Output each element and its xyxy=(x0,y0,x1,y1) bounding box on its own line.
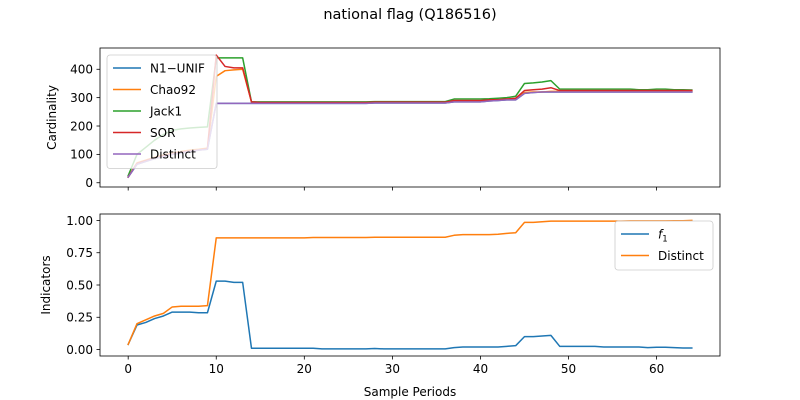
y-tick-label: 0.50 xyxy=(66,278,93,292)
x-tick-label: 10 xyxy=(209,362,224,376)
legend-label-jack1: Jack1 xyxy=(149,104,182,118)
legend-label-distinct: Distinct xyxy=(658,249,704,263)
x-tick-label: 0 xyxy=(124,362,132,376)
x-axis-label: Sample Periods xyxy=(364,385,456,399)
y-tick-label: 1.00 xyxy=(66,214,93,228)
y-tick-label: 0.00 xyxy=(66,343,93,357)
legend-label-f1: f1 xyxy=(658,227,668,244)
y-tick-label: 200 xyxy=(70,119,93,133)
y-axis-label: Indicators xyxy=(39,255,53,314)
y-tick-label: 300 xyxy=(70,91,93,105)
y-tick-label: 100 xyxy=(70,148,93,162)
plot-frame xyxy=(99,47,721,188)
chart-title: national flag (Q186516) xyxy=(323,7,496,23)
y-tick-label: 400 xyxy=(70,63,93,77)
y-tick-label: 0 xyxy=(85,176,93,190)
x-tick-label: 40 xyxy=(473,362,488,376)
legend-label-sor: SOR xyxy=(150,126,175,140)
x-tick-label: 30 xyxy=(385,362,400,376)
x-tick-label: 20 xyxy=(297,362,312,376)
x-tick-label: 60 xyxy=(649,362,664,376)
indicators-panel: 0 10 20 30 40 50 60 0.00 0.25 0.50 0.75 1.00 Indicat… xyxy=(39,213,721,399)
legend-box xyxy=(106,54,218,169)
legend-label-distinct: Distinct xyxy=(150,147,196,161)
series-line-sor xyxy=(127,54,693,179)
series-line-distinct xyxy=(127,91,693,179)
cardinality-panel: 0 100 200 300 400 Cardinality N1−UNIF Chao92 Jac… xyxy=(45,47,721,191)
legend-label-chao92: Chao92 xyxy=(150,83,196,97)
x-tick-label: 50 xyxy=(561,362,576,376)
series-line-f1 xyxy=(127,280,693,350)
y-tick-label: 0.75 xyxy=(66,246,93,260)
y-tick-label: 0.25 xyxy=(66,311,93,325)
y-axis-label: Cardinality xyxy=(45,85,59,150)
legend-label-n1-unif: N1−UNIF xyxy=(150,61,205,75)
series-line-distinct xyxy=(127,219,693,346)
